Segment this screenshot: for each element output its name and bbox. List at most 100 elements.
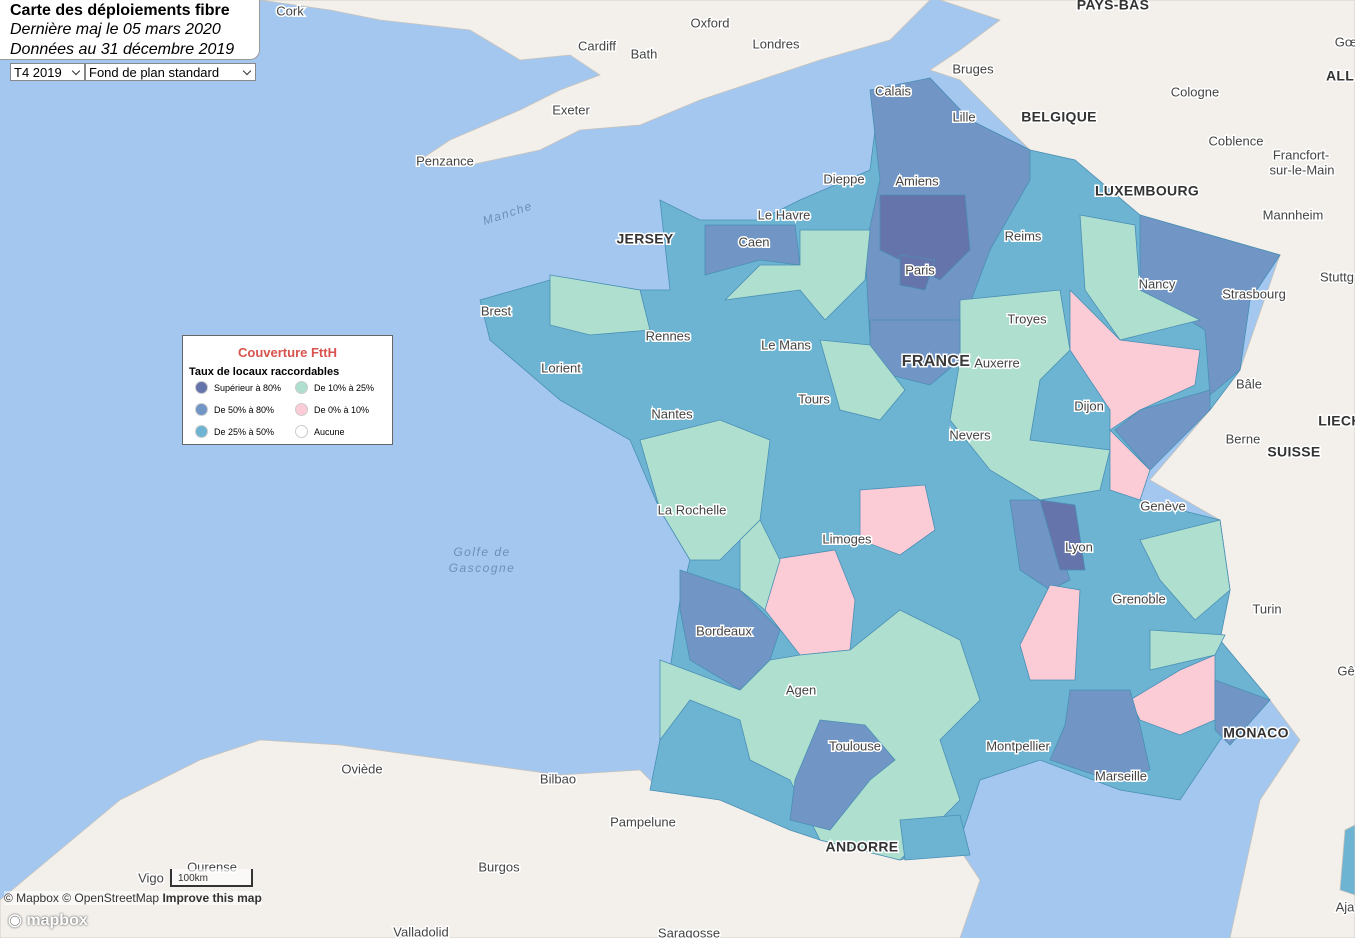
city-label: Francfort- — [1273, 147, 1329, 162]
mapbox-logo[interactable]: ◉ mapbox — [8, 912, 88, 929]
city-label: Caen — [738, 234, 769, 249]
legend-label: De 25% à 50% — [214, 426, 275, 437]
city-label: Cork — [276, 3, 304, 18]
legend-label: Supérieur à 80% — [214, 382, 282, 393]
scale-bar: 100km — [170, 869, 253, 887]
city-label: Montpellier — [986, 738, 1050, 753]
legend-item: De 25% à 50% — [195, 425, 274, 438]
city-label: Turin — [1252, 601, 1281, 616]
city-label: Oxford — [690, 15, 729, 30]
sea-label: Gascogne — [449, 561, 516, 575]
zone — [739, 519, 781, 611]
zone — [899, 254, 936, 291]
city-label: Limoges — [822, 531, 872, 546]
city-label: Cardiff — [578, 38, 616, 53]
country-label: SUISSE — [1267, 444, 1320, 460]
country-label: JERSEY — [616, 231, 673, 247]
britain — [259, 0, 931, 166]
legend-label: De 0% à 10% — [314, 404, 370, 415]
city-label: Bilbao — [540, 771, 576, 786]
osm-credit[interactable]: © OpenStreetMap — [62, 891, 160, 905]
zone — [819, 339, 906, 421]
sea-label: Golfe de — [453, 545, 510, 559]
legend-label: De 10% à 25% — [314, 382, 375, 393]
city-label: Paris — [905, 262, 935, 277]
zone — [723, 229, 871, 321]
city-label: Berne — [1226, 431, 1261, 446]
city-label: Agen — [786, 682, 816, 697]
city-label: Vigo — [138, 870, 164, 885]
city-label: Valladolid — [393, 924, 448, 938]
corsica — [1339, 824, 1355, 896]
zone — [1039, 499, 1086, 571]
city-label: Strasbourg — [1222, 286, 1286, 301]
city-label: Coblence — [1209, 133, 1264, 148]
legend-swatch — [195, 425, 208, 438]
city-label: Grenoble — [1112, 591, 1165, 606]
city-label: Calais — [875, 83, 912, 98]
zone — [949, 289, 1111, 501]
city-label: Bath — [631, 46, 658, 61]
zone — [1009, 499, 1071, 591]
country-label: PAYS-BAS — [1077, 0, 1149, 13]
city-label: Auxerre — [974, 355, 1020, 370]
legend-label: De 50% à 80% — [214, 404, 275, 415]
city-label: Cologne — [1171, 84, 1219, 99]
city-label: Saragosse — [658, 925, 720, 938]
zone — [859, 484, 936, 556]
zone — [549, 274, 651, 336]
city-label: Lorient — [541, 360, 581, 375]
city-label: Tours — [798, 391, 830, 406]
title: Carte des déploiements fibre — [10, 2, 230, 19]
country-label: FRANCE — [902, 353, 970, 370]
mapbox-credit[interactable]: © Mapbox — [4, 891, 59, 905]
france-departments — [479, 77, 1281, 861]
city-label: Aja — [1336, 899, 1355, 914]
zone — [1214, 679, 1271, 746]
city-label: Nancy — [1139, 276, 1176, 291]
city-label: Gê — [1337, 663, 1354, 678]
legend-swatch — [295, 403, 308, 416]
legend-subtitle: Taux de locaux raccordables — [189, 366, 340, 378]
city-label: Pampelune — [610, 814, 676, 829]
city-label: Bordeaux — [696, 623, 752, 638]
city-label: Rennes — [646, 328, 691, 343]
zone — [1069, 289, 1201, 501]
zone — [789, 719, 896, 831]
improve-link[interactable]: Improve this map — [162, 891, 262, 905]
zone — [1114, 389, 1211, 471]
zone — [1139, 519, 1231, 621]
city-label: Mannheim — [1263, 207, 1324, 222]
legend-item: De 0% à 10% — [295, 403, 369, 416]
city-label: La Rochelle — [658, 502, 727, 517]
city-label: Dieppe — [823, 171, 864, 186]
zone — [1049, 689, 1151, 781]
logo-text: mapbox — [26, 912, 88, 929]
legend-title: Couverture FttH — [238, 345, 337, 360]
continent — [929, 0, 1355, 938]
city-label: Bâle — [1236, 376, 1262, 391]
updated: Dernière maj le 05 mars 2020 — [10, 21, 221, 38]
city-label: Reims — [1005, 228, 1042, 243]
data-date: Données au 31 décembre 2019 — [10, 41, 235, 58]
legend-swatch — [195, 403, 208, 416]
city-label: Stuttg — [1320, 269, 1354, 284]
country-label: BELGIQUE — [1021, 109, 1097, 125]
city-label: Troyes — [1007, 311, 1047, 326]
city-label: Le Mans — [761, 337, 811, 352]
zone — [704, 224, 801, 276]
period-select[interactable]: T4 2019 — [10, 63, 85, 81]
city-label: Londres — [753, 36, 800, 51]
basemap-select[interactable]: Fond de plan standard — [85, 63, 256, 81]
city-label: Lille — [952, 109, 975, 124]
city-label: Brest — [481, 303, 512, 318]
header: Carte des déploiements fibre Dernière ma… — [0, 0, 260, 60]
zone — [1019, 584, 1081, 681]
city-label: Amiens — [895, 173, 939, 188]
zone — [1079, 214, 1202, 341]
